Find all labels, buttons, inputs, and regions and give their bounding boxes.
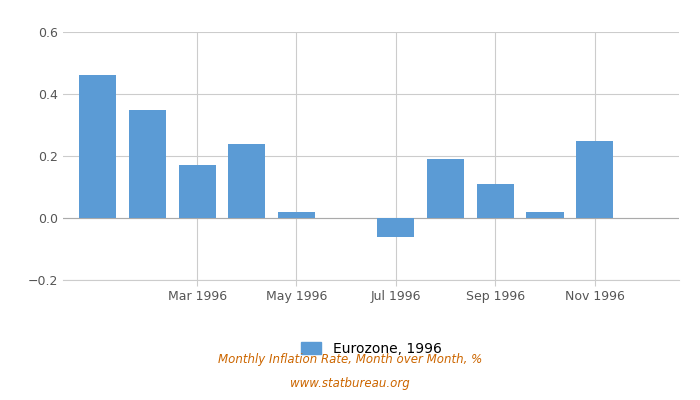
- Bar: [477, 184, 514, 218]
- Bar: [129, 110, 166, 218]
- Bar: [278, 212, 315, 218]
- Bar: [228, 144, 265, 218]
- Legend: Eurozone, 1996: Eurozone, 1996: [300, 342, 442, 356]
- Bar: [377, 218, 414, 236]
- Text: www.statbureau.org: www.statbureau.org: [290, 378, 410, 390]
- Bar: [427, 159, 464, 218]
- Bar: [178, 165, 216, 218]
- Text: Monthly Inflation Rate, Month over Month, %: Monthly Inflation Rate, Month over Month…: [218, 354, 482, 366]
- Bar: [576, 140, 613, 218]
- Bar: [79, 75, 116, 218]
- Bar: [526, 212, 564, 218]
